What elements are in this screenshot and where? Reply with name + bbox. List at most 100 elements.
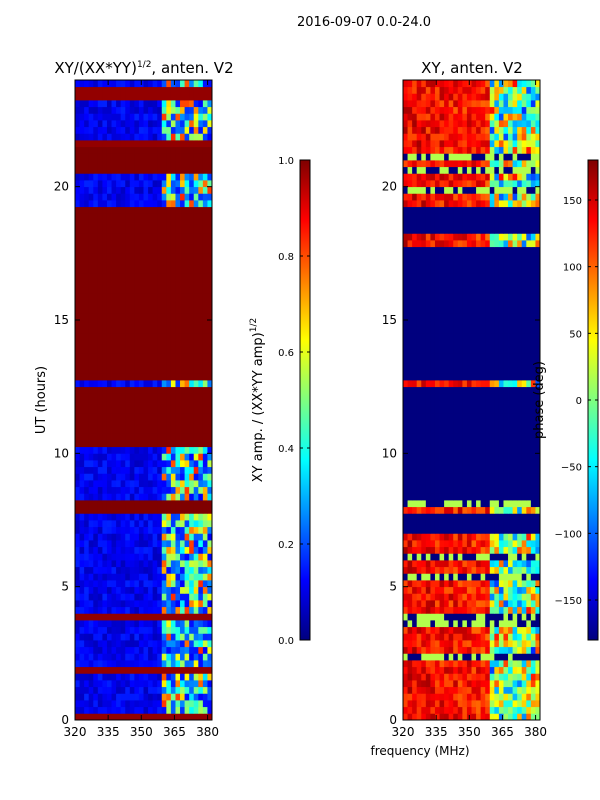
amplitude-heatmap-cell <box>189 540 195 548</box>
amplitude-heatmap-cell <box>180 420 185 428</box>
phase-heatmap-cell <box>508 620 513 628</box>
phase-heatmap-cell <box>530 573 536 581</box>
phase-heatmap-cell <box>457 646 463 654</box>
amplitude-heatmap-cell <box>125 353 131 361</box>
amplitude-heatmap-cell <box>184 193 190 201</box>
phase-heatmap-cell <box>444 660 450 668</box>
phase-heatmap-cell <box>439 433 445 441</box>
phase-heatmap-cell <box>444 600 450 608</box>
phase-heatmap-cell <box>508 446 513 454</box>
phase-heatmap-cell <box>448 573 454 581</box>
amplitude-heatmap-cell <box>193 246 199 254</box>
phase-heatmap-cell <box>485 400 491 408</box>
amplitude-heatmap-cell <box>152 280 158 288</box>
phase-heatmap-cell <box>508 466 513 474</box>
amplitude-heatmap-cell <box>134 233 140 241</box>
amplitude-heatmap-cell <box>166 400 172 408</box>
phase-heatmap-cell <box>462 686 468 694</box>
amplitude-heatmap-cell <box>102 520 108 528</box>
amplitude-heatmap-cell <box>97 186 103 194</box>
amplitude-heatmap-cell <box>157 426 163 434</box>
phase-heatmap-cell <box>457 700 463 708</box>
phase-heatmap-cell <box>480 380 486 388</box>
amplitude-heatmap-cell <box>84 513 90 521</box>
amplitude-heatmap-cell <box>198 606 204 614</box>
amplitude-heatmap-cell <box>166 273 172 281</box>
amplitude-heatmap-cell <box>102 433 108 441</box>
phase-heatmap-cell <box>403 560 408 568</box>
phase-heatmap-cell <box>508 520 513 528</box>
phase-heatmap-cell <box>425 653 431 661</box>
amplitude-heatmap-cell <box>202 180 208 188</box>
phase-heatmap-cell <box>430 460 436 468</box>
phase-heatmap-cell <box>425 433 431 441</box>
amplitude-heatmap-cell <box>198 373 204 381</box>
amplitude-heatmap-cell <box>170 300 176 308</box>
phase-heatmap-cell <box>530 546 536 554</box>
phase-heatmap-cell <box>416 580 422 588</box>
amplitude-heatmap-cell <box>207 113 213 121</box>
amplitude-heatmap-cell <box>143 466 149 474</box>
amplitude-heatmap-cell <box>180 440 185 448</box>
amplitude-heatmap-cell <box>129 600 135 608</box>
phase-heatmap-cell <box>466 413 472 421</box>
phase-heatmap-cell <box>430 613 436 621</box>
phase-heatmap-cell <box>526 566 532 574</box>
phase-heatmap-cell <box>444 566 450 574</box>
phase-heatmap-cell <box>503 426 509 434</box>
phase-heatmap-cell <box>517 606 523 614</box>
phase-heatmap-cell <box>503 326 509 334</box>
phase-heatmap-cell <box>412 453 418 461</box>
amplitude-heatmap-cell <box>134 426 140 434</box>
phase-heatmap-cell <box>521 413 527 421</box>
phase-heatmap-cell <box>444 560 450 568</box>
phase-heatmap-cell <box>444 413 450 421</box>
phase-heatmap-cell <box>480 553 486 561</box>
amplitude-heatmap-cell <box>138 466 144 474</box>
phase-heatmap-cell <box>412 620 418 628</box>
phase-heatmap-cell <box>448 453 454 461</box>
phase-heatmap-cell <box>453 360 459 368</box>
amplitude-heatmap-cell <box>134 326 140 334</box>
amplitude-heatmap-cell <box>198 300 204 308</box>
amplitude-heatmap-cell <box>75 426 80 434</box>
phase-heatmap-cell <box>508 533 513 541</box>
amplitude-heatmap-cell <box>170 580 176 588</box>
phase-heatmap-cell <box>489 680 495 688</box>
phase-heatmap-cell <box>412 326 418 334</box>
phase-heatmap-cell <box>412 500 418 508</box>
phase-heatmap-cell <box>434 666 440 674</box>
amplitude-heatmap-cell <box>97 300 103 308</box>
phase-heatmap-cell <box>439 353 445 361</box>
amplitude-heatmap-cell <box>175 426 181 434</box>
phase-heatmap-cell <box>444 480 450 488</box>
phase-heatmap-cell <box>489 286 495 294</box>
amplitude-heatmap-cell <box>202 366 208 374</box>
amplitude-heatmap-cell <box>166 280 172 288</box>
amplitude-heatmap-cell <box>102 233 108 241</box>
amplitude-heatmap-cell <box>88 266 94 274</box>
amplitude-heatmap-cell <box>102 240 108 248</box>
phase-heatmap-cell <box>434 346 440 354</box>
amplitude-heatmap-cell <box>189 633 195 641</box>
phase-heatmap-cell <box>485 453 491 461</box>
phase-heatmap-cell <box>521 626 527 634</box>
phase-heatmap-cell <box>448 460 454 468</box>
amplitude-heatmap-cell <box>175 680 181 688</box>
phase-heatmap-cell <box>471 680 477 688</box>
phase-heatmap-cell <box>425 473 431 481</box>
amplitude-heatmap-cell <box>189 513 195 521</box>
amplitude-heatmap-cell <box>75 706 80 714</box>
amplitude-heatmap-cell <box>93 700 99 708</box>
phase-heatmap-cell <box>485 660 491 668</box>
amplitude-heatmap-cell <box>111 633 117 641</box>
phase-heatmap-cell <box>448 633 454 641</box>
amplitude-heatmap-cell <box>93 80 99 88</box>
amplitude-heatmap-cell <box>157 313 163 321</box>
amplitude-heatmap-cell <box>152 666 158 674</box>
phase-heatmap-cell <box>430 406 436 414</box>
phase-heatmap-cell <box>494 713 500 721</box>
amplitude-heatmap-cell <box>198 346 204 354</box>
phase-heatmap-cell <box>517 320 523 328</box>
